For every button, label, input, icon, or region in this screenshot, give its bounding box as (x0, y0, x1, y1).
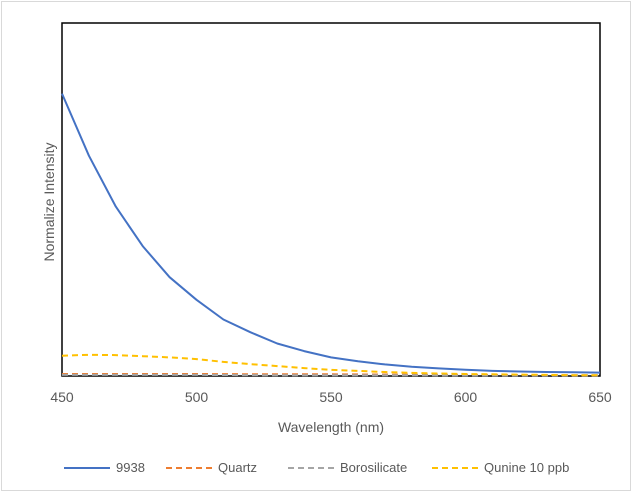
y-axis-title: Normalize Intensity (41, 142, 57, 261)
legend-label: 9938 (116, 460, 145, 475)
legend-item: Qunine 10 ppb (432, 460, 569, 475)
x-tick-label: 650 (588, 389, 612, 405)
plot-area (61, 22, 601, 377)
legend-item: 9938 (64, 460, 145, 475)
legend-item: Quartz (166, 460, 257, 475)
legend-label: Borosilicate (340, 460, 407, 475)
series-layer (61, 93, 601, 377)
legend-label: Qunine 10 ppb (484, 460, 569, 475)
series-line-9938 (61, 93, 601, 374)
x-tick-label: 500 (185, 389, 209, 405)
x-tick-label: 550 (319, 389, 343, 405)
legend: 9938 Quartz Borosilicate Qunine 10 ppb (64, 460, 569, 475)
x-tick-label: 450 (50, 389, 74, 405)
x-tick-labels: 450 500 550 600 650 (50, 389, 612, 405)
x-tick-label: 600 (454, 389, 478, 405)
legend-item: Borosilicate (288, 460, 407, 475)
x-axis-title: Wavelength (nm) (278, 419, 384, 435)
legend-label: Quartz (218, 460, 257, 475)
